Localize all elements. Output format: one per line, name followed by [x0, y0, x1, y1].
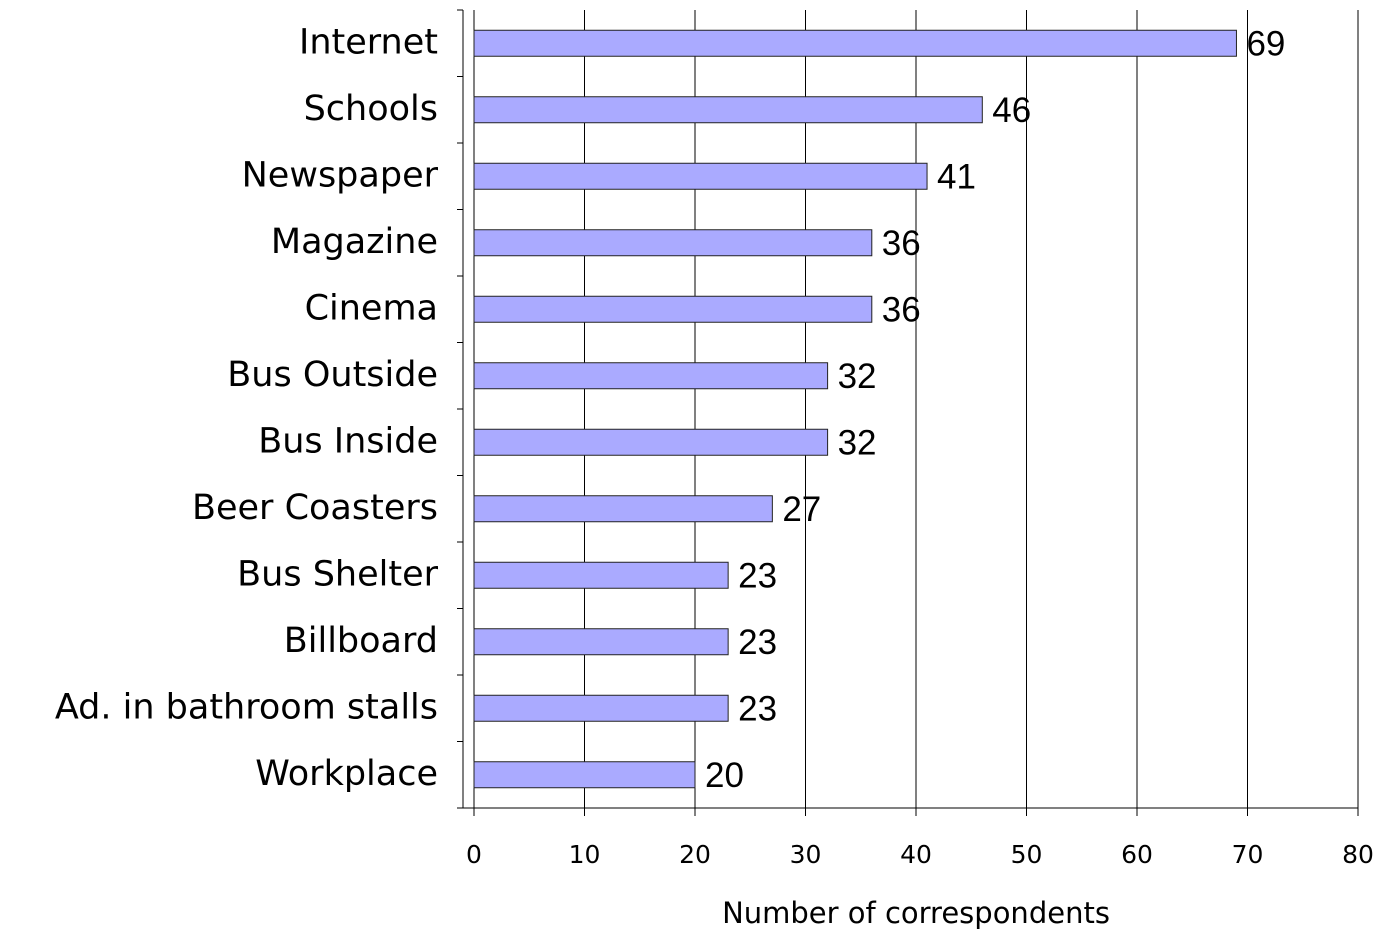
y-tick-label: Beer Coasters: [192, 488, 438, 528]
y-tick-label: Internet: [299, 22, 438, 62]
y-tick-label: Cinema: [305, 288, 438, 328]
data-label: 36: [882, 224, 921, 263]
bar: [473, 29, 1237, 57]
bar: [473, 628, 729, 656]
data-label: 32: [838, 424, 877, 463]
x-tick-label: 70: [1232, 840, 1264, 869]
data-label: 23: [738, 623, 777, 662]
y-tick-label: Workplace: [255, 754, 438, 794]
y-tick-label: Bus Inside: [258, 421, 438, 461]
x-tick-label: 30: [790, 840, 822, 869]
x-tick-label: 0: [466, 840, 482, 869]
bar: [473, 495, 773, 523]
x-tick-label: 50: [1011, 840, 1043, 869]
data-label: 41: [937, 158, 976, 197]
y-tick-label: Schools: [304, 89, 438, 129]
x-tick-label: 80: [1342, 840, 1374, 869]
y-tick-label: Magazine: [271, 222, 438, 262]
data-label: 23: [738, 557, 777, 596]
y-tick-label: Bus Shelter: [237, 554, 438, 594]
bar: [473, 694, 729, 722]
bar: [473, 561, 729, 589]
bar: [473, 162, 928, 190]
data-label: 69: [1246, 25, 1285, 64]
x-axis-title: Number of correspondents: [722, 896, 1110, 930]
y-tick-label: Ad. in bathroom stalls: [55, 687, 438, 727]
x-tick-label: 40: [900, 840, 932, 869]
data-label: 20: [705, 756, 744, 795]
bar: [473, 96, 983, 124]
x-tick-label: 60: [1121, 840, 1153, 869]
bar: [473, 295, 873, 323]
data-label: 32: [838, 357, 877, 396]
data-label: 36: [882, 291, 921, 330]
bar: [473, 428, 829, 456]
bar: [473, 362, 829, 390]
data-label: 23: [738, 690, 777, 729]
bar: [473, 229, 873, 257]
y-tick-label: Bus Outside: [227, 355, 438, 395]
y-tick-label: Billboard: [284, 621, 438, 661]
x-tick-label: 20: [679, 840, 711, 869]
data-label: 46: [992, 91, 1031, 130]
data-label: 27: [782, 490, 821, 529]
bar: [473, 761, 696, 789]
y-tick-label: Newspaper: [242, 155, 439, 195]
x-tick-label: 10: [569, 840, 601, 869]
